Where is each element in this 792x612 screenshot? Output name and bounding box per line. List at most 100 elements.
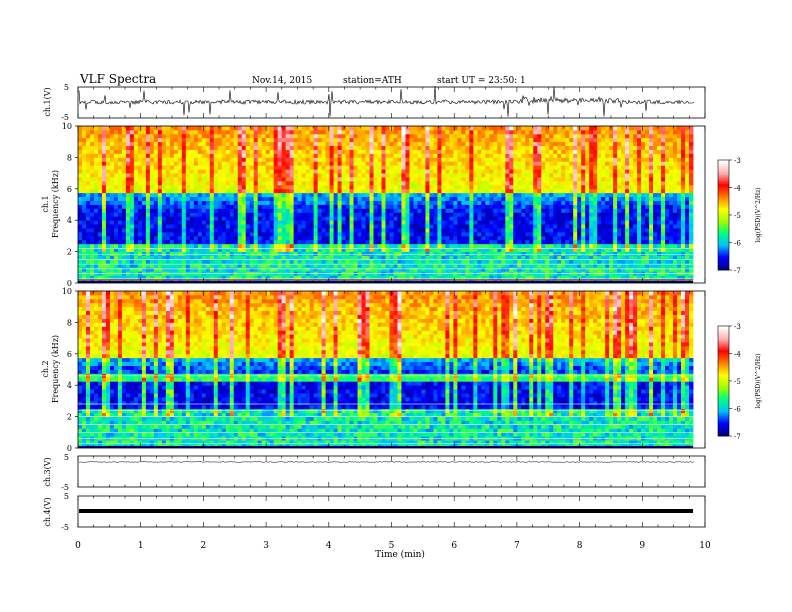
- ch1-spectrogram-cell: [553, 126, 558, 131]
- ch1-spectrogram-cell: [493, 255, 498, 260]
- ch1-spectrogram-cell: [417, 188, 422, 194]
- ch1-spectrogram-cell: [133, 173, 139, 178]
- ch1-spectrogram-cell: [329, 255, 334, 260]
- ch1-spectrogram-cell: [417, 275, 422, 280]
- ch1-spectrogram-cell: [189, 228, 195, 233]
- ch1-spectrogram-cell: [161, 267, 167, 272]
- ch1-spectrogram-cell: [533, 133, 538, 139]
- ch1-spectrogram-cell: [81, 161, 87, 166]
- ch1-spectrogram-cell: [501, 126, 506, 131]
- ch1-spectrogram-cell: [161, 184, 167, 190]
- ch1-spectrogram-cell: [129, 216, 135, 221]
- ch1-spectrogram-cell: [221, 228, 227, 233]
- ch1-spectrogram-cell: [369, 231, 374, 237]
- ch1-spectrogram-cell: [245, 251, 251, 256]
- ch1-spectrogram-cell: [133, 169, 139, 174]
- ch1-spectrogram-cell: [493, 126, 498, 131]
- ch1-spectrogram-cell: [433, 161, 438, 166]
- ch1-spectrogram-cell: [461, 180, 466, 186]
- ch1-spectrogram-cell: [569, 165, 574, 170]
- ch1-spectrogram-cell: [509, 133, 514, 139]
- ch1-spectrogram-cell: [149, 243, 155, 249]
- ch1-spectrogram-cell: [133, 263, 139, 268]
- ch1-spectrogram-cell: [493, 263, 498, 268]
- ch1-spectrogram-cell: [277, 204, 283, 209]
- ch1-spectrogram-cell: [329, 157, 334, 162]
- ch1-spectrogram-cell: [569, 231, 574, 237]
- ch1-spectrogram-cell: [313, 145, 319, 150]
- ch1-spectrogram-cell: [353, 180, 358, 186]
- ch1-spectrogram-cell: [309, 173, 315, 178]
- ch1-spectrogram-cell: [165, 216, 171, 221]
- ch1-spectrogram-cell: [525, 243, 530, 249]
- ch1-spectrogram-cell: [493, 129, 498, 135]
- ch1-spectrogram-cell: [253, 239, 259, 245]
- ch1-spectrogram-cell: [281, 188, 287, 194]
- ch1-spectrogram-cell: [129, 263, 135, 268]
- ch1-spectrogram-cell: [89, 275, 95, 280]
- ch1-spectrogram-cell: [141, 184, 147, 190]
- ch1-spectrogram-cell: [373, 169, 378, 174]
- ch1-spectrogram-cell: [497, 141, 502, 147]
- ch1-spectrogram-cell: [325, 251, 330, 256]
- ch1-spectrogram-cell: [397, 247, 402, 253]
- ch1-spectrogram-cell: [473, 220, 478, 225]
- ch1-spectrogram-cell: [365, 145, 370, 150]
- ch1-spectrogram-cell: [333, 149, 338, 154]
- ch1-spectrogram-cell: [325, 231, 330, 237]
- ch1-spectrogram-cell: [533, 192, 538, 198]
- ch1-spectrogram-cell: [109, 141, 115, 147]
- ch1-spectrogram-cell: [329, 247, 334, 253]
- ch1-spectrogram-cell: [457, 145, 462, 150]
- ch1-spectrogram-cell: [393, 243, 398, 249]
- ch1-spectrogram-cell: [389, 251, 394, 256]
- ch1-spectrogram-cell: [245, 228, 251, 233]
- ch1-spectrogram-cell: [457, 216, 462, 221]
- ch1-spectrogram-cell: [133, 180, 139, 186]
- ch1-spectrogram-cell: [417, 231, 422, 237]
- ch1-spectrogram-cell: [173, 239, 179, 245]
- ch1-spectrogram-cell: [78, 169, 83, 174]
- ch1-spectrogram-cell: [417, 247, 422, 253]
- ch1-spectrogram-cell: [213, 267, 219, 272]
- ch1-spectrogram-cell: [445, 212, 450, 217]
- ch1-spectrogram-cell: [573, 220, 578, 225]
- ch1-spectrogram-cell: [89, 216, 95, 221]
- ch1-spectrogram-cell: [565, 145, 570, 150]
- ch1-spectrogram-cell: [489, 137, 494, 143]
- ch1-spectrogram-cell: [233, 145, 239, 150]
- ch1-spectrogram-cell: [529, 133, 534, 139]
- ch1-spectrogram-cell: [197, 224, 203, 229]
- ch1-spectrogram-cell: [293, 247, 299, 253]
- ch1-spectrogram-cell: [501, 180, 506, 186]
- ch1-spectrogram-cell: [369, 204, 374, 209]
- ch1-spectrogram-cell: [249, 141, 255, 147]
- ch1-spectrogram-cell: [281, 204, 287, 209]
- ch1-spectrogram-cell: [337, 196, 342, 201]
- ch1-spectrogram-cell: [325, 153, 330, 158]
- ch1-spectrogram-cell: [501, 251, 506, 256]
- ch1-spectrogram-cell: [349, 157, 354, 162]
- ch1-spectrogram-cell: [457, 137, 462, 143]
- ch1-spectrogram-cell: [381, 239, 386, 245]
- ch1-spectrogram-cell: [189, 161, 195, 166]
- ch1-spectrogram-cell: [113, 153, 119, 158]
- ch1-spectrogram-cell: [89, 204, 95, 209]
- ch1-spectrogram-cell: [301, 145, 307, 150]
- ch1-spectrogram-cell: [457, 141, 462, 147]
- ch1-spectrogram-cell: [509, 188, 514, 194]
- ch1-spectrogram-cell: [229, 153, 235, 158]
- ch1-spectrogram-cell: [293, 220, 299, 225]
- ch1-spectrogram-cell: [277, 169, 283, 174]
- ch1-spectrogram-cell: [261, 228, 267, 233]
- ch1-spectrogram-cell: [93, 275, 99, 280]
- ch1-spectrogram-cell: [489, 259, 494, 264]
- ch1-spectrogram-cell: [429, 157, 434, 162]
- ch1-spectrogram-cell: [81, 255, 87, 260]
- ch1-spectrogram-cell: [277, 161, 283, 166]
- ch1-spectrogram-cell: [233, 263, 239, 268]
- ch1-spectrogram-cell: [257, 263, 263, 268]
- ch1-spectrogram-cell: [305, 173, 311, 178]
- ch1-spectrogram-cell: [109, 267, 115, 272]
- ch1-spectrogram-cell: [317, 180, 322, 186]
